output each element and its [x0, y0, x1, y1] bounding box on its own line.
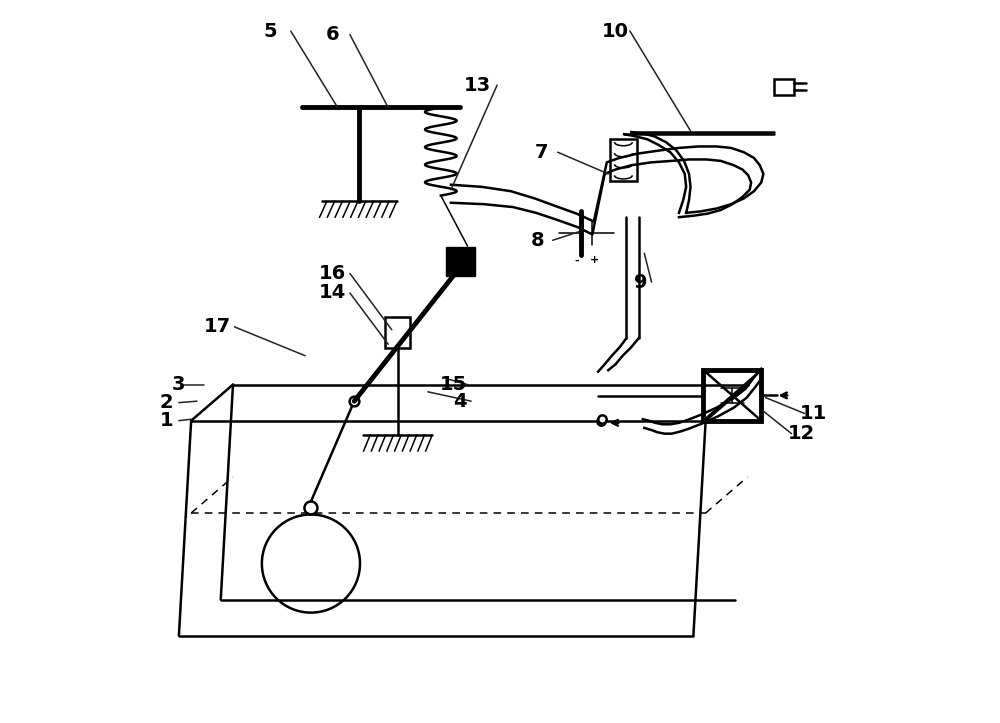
Text: 5: 5 — [264, 22, 277, 40]
Text: 3: 3 — [172, 375, 186, 394]
Text: 6: 6 — [326, 25, 339, 44]
Text: 10: 10 — [602, 22, 629, 40]
Text: 12: 12 — [788, 424, 815, 443]
Text: 2: 2 — [160, 393, 173, 412]
Bar — [446, 247, 475, 276]
Text: -: - — [574, 255, 579, 265]
Text: 14: 14 — [319, 283, 346, 302]
Text: 7: 7 — [535, 142, 549, 162]
Bar — [610, 140, 637, 181]
Bar — [703, 370, 761, 421]
Text: 9: 9 — [634, 273, 647, 291]
Text: 15: 15 — [439, 375, 467, 394]
Text: 4: 4 — [453, 392, 467, 411]
Text: 16: 16 — [319, 264, 346, 283]
Text: 1: 1 — [160, 411, 173, 430]
Text: +: + — [590, 255, 599, 265]
Text: 13: 13 — [463, 76, 490, 95]
Text: 17: 17 — [204, 317, 231, 336]
Bar — [385, 317, 410, 348]
Bar — [774, 79, 794, 95]
Text: 11: 11 — [800, 404, 828, 423]
Text: 8: 8 — [531, 231, 544, 249]
